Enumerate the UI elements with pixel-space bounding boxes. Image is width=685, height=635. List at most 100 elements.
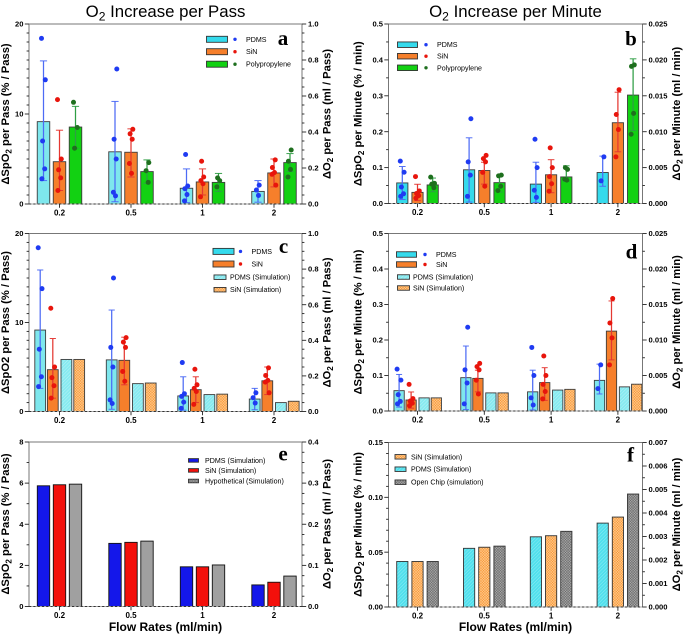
svg-text:0.2: 0.2 xyxy=(412,611,424,620)
svg-text:0.000: 0.000 xyxy=(649,199,668,208)
svg-text:Open Chip (simulation): Open Chip (simulation) xyxy=(411,479,484,487)
svg-text:0.5: 0.5 xyxy=(479,611,491,620)
svg-text:0.2: 0.2 xyxy=(54,208,66,217)
svg-text:f: f xyxy=(627,443,635,467)
svg-text:SiN: SiN xyxy=(436,261,447,269)
svg-text:ΔO2 per Pass (ml / Pass): ΔO2 per Pass (ml / Pass) xyxy=(322,459,336,589)
svg-text:1: 1 xyxy=(200,416,205,425)
svg-text:PDMS (Simulation): PDMS (Simulation) xyxy=(411,466,471,474)
svg-text:0.020: 0.020 xyxy=(649,265,668,274)
svg-text:1.0: 1.0 xyxy=(308,229,319,238)
svg-text:PDMS (Simulation): PDMS (Simulation) xyxy=(230,274,290,282)
svg-text:1: 1 xyxy=(200,208,205,217)
svg-text:0.0: 0.0 xyxy=(308,407,319,416)
svg-text:20: 20 xyxy=(15,20,23,29)
svg-text:0.8: 0.8 xyxy=(308,265,319,274)
svg-text:1.0: 1.0 xyxy=(308,20,319,29)
svg-text:8: 8 xyxy=(19,438,23,447)
svg-text:0.3: 0.3 xyxy=(372,91,383,100)
svg-text:PDMS: PDMS xyxy=(436,251,457,259)
svg-text:0.006: 0.006 xyxy=(649,462,668,471)
svg-text:a: a xyxy=(278,26,289,50)
svg-text:0.2: 0.2 xyxy=(412,208,424,217)
svg-text:PDMS (Simulation): PDMS (Simulation) xyxy=(205,457,265,465)
svg-text:ΔSpO2 per Minute (% / min): ΔSpO2 per Minute (% / min) xyxy=(353,41,367,186)
svg-text:Polypropylene: Polypropylene xyxy=(246,61,291,69)
svg-text:PDMS: PDMS xyxy=(246,36,267,44)
svg-text:2: 2 xyxy=(272,416,277,425)
svg-text:ΔO2 per Minute (ml / min): ΔO2 per Minute (ml / min) xyxy=(671,255,685,389)
svg-text:0.00: 0.00 xyxy=(368,603,383,612)
svg-text:0.003: 0.003 xyxy=(649,532,668,541)
svg-text:0.5: 0.5 xyxy=(372,20,383,29)
svg-text:0.001: 0.001 xyxy=(649,579,669,588)
svg-text:0.1: 0.1 xyxy=(308,561,319,570)
svg-text:PDMS: PDMS xyxy=(437,41,458,49)
svg-text:SiN (Simulation): SiN (Simulation) xyxy=(413,285,464,293)
svg-text:0.5: 0.5 xyxy=(125,611,137,620)
svg-text:2: 2 xyxy=(616,208,621,217)
svg-text:0.5: 0.5 xyxy=(125,208,137,217)
svg-text:d: d xyxy=(626,240,638,264)
svg-text:SiN (Simulation): SiN (Simulation) xyxy=(230,286,281,294)
svg-text:O2 Increase per Minute: O2 Increase per Minute xyxy=(429,2,602,24)
svg-text:0.025: 0.025 xyxy=(649,229,669,238)
svg-text:0.005: 0.005 xyxy=(649,485,669,494)
svg-text:4: 4 xyxy=(19,520,24,529)
svg-text:2: 2 xyxy=(272,611,277,620)
svg-text:PDMS: PDMS xyxy=(252,248,273,256)
svg-text:2: 2 xyxy=(616,415,621,424)
svg-text:0.2: 0.2 xyxy=(308,372,319,381)
svg-text:0.0: 0.0 xyxy=(372,407,383,416)
svg-text:SiN (Simulation): SiN (Simulation) xyxy=(205,467,256,475)
svg-text:0.010: 0.010 xyxy=(649,336,668,345)
svg-text:10: 10 xyxy=(15,110,23,119)
svg-text:0.015: 0.015 xyxy=(649,300,669,309)
svg-text:0.05: 0.05 xyxy=(368,548,384,557)
svg-text:0.8: 0.8 xyxy=(308,56,319,65)
svg-text:SiN (Simulation): SiN (Simulation) xyxy=(411,453,462,461)
svg-text:0.4: 0.4 xyxy=(308,128,319,137)
svg-text:0.2: 0.2 xyxy=(412,415,424,424)
svg-text:0.5: 0.5 xyxy=(479,208,491,217)
svg-text:Polypropylene: Polypropylene xyxy=(437,64,482,72)
svg-text:Flow Rates (ml/min): Flow Rates (ml/min) xyxy=(109,620,222,634)
svg-text:SiN: SiN xyxy=(437,53,448,61)
svg-text:ΔO2 per Minute (ml / min): ΔO2 per Minute (ml / min) xyxy=(671,457,685,591)
svg-text:e: e xyxy=(278,442,287,466)
svg-text:0.2: 0.2 xyxy=(54,611,66,620)
svg-text:SiN: SiN xyxy=(246,48,257,56)
svg-text:ΔO2 per Pass (ml / Pass): ΔO2 per Pass (ml / Pass) xyxy=(322,49,336,179)
svg-text:b: b xyxy=(625,27,637,51)
svg-text:ΔSpO2 per Pass (% / Pass): ΔSpO2 per Pass (% / Pass) xyxy=(0,251,12,394)
svg-text:20: 20 xyxy=(15,229,23,238)
svg-text:1: 1 xyxy=(549,611,554,620)
svg-text:0: 0 xyxy=(19,200,23,209)
svg-text:0.3: 0.3 xyxy=(372,300,383,309)
svg-text:ΔSpO2 per Minute (% / min): ΔSpO2 per Minute (% / min) xyxy=(353,452,367,597)
svg-text:1: 1 xyxy=(200,611,205,620)
svg-text:0.000: 0.000 xyxy=(649,603,668,612)
svg-text:0.4: 0.4 xyxy=(308,438,319,447)
svg-text:ΔSpO2 per Minute (% / min): ΔSpO2 per Minute (% / min) xyxy=(353,249,367,394)
svg-text:0.007: 0.007 xyxy=(649,438,668,447)
svg-text:0.1: 0.1 xyxy=(372,371,383,380)
svg-text:ΔSpO2 per Pass (% / Pass): ΔSpO2 per Pass (% / Pass) xyxy=(0,453,13,595)
svg-text:0.5: 0.5 xyxy=(372,229,383,238)
svg-text:0.000: 0.000 xyxy=(649,407,668,416)
svg-text:2: 2 xyxy=(616,611,621,620)
svg-text:2: 2 xyxy=(272,208,277,217)
svg-text:O2 Increase per Pass: O2 Increase per Pass xyxy=(86,2,246,24)
svg-text:0.1: 0.1 xyxy=(372,163,383,172)
svg-text:SiN: SiN xyxy=(252,261,263,269)
svg-text:0.005: 0.005 xyxy=(649,163,669,172)
svg-text:0.0: 0.0 xyxy=(308,602,319,611)
svg-text:0: 0 xyxy=(19,602,23,611)
svg-text:0.002: 0.002 xyxy=(649,556,668,565)
svg-text:0.15: 0.15 xyxy=(368,438,384,447)
svg-text:0.0: 0.0 xyxy=(372,199,383,208)
svg-text:Hypothetical (Simulation): Hypothetical (Simulation) xyxy=(205,478,284,486)
svg-text:2: 2 xyxy=(19,561,23,570)
svg-text:0.010: 0.010 xyxy=(649,127,668,136)
svg-text:0.2: 0.2 xyxy=(308,520,319,529)
